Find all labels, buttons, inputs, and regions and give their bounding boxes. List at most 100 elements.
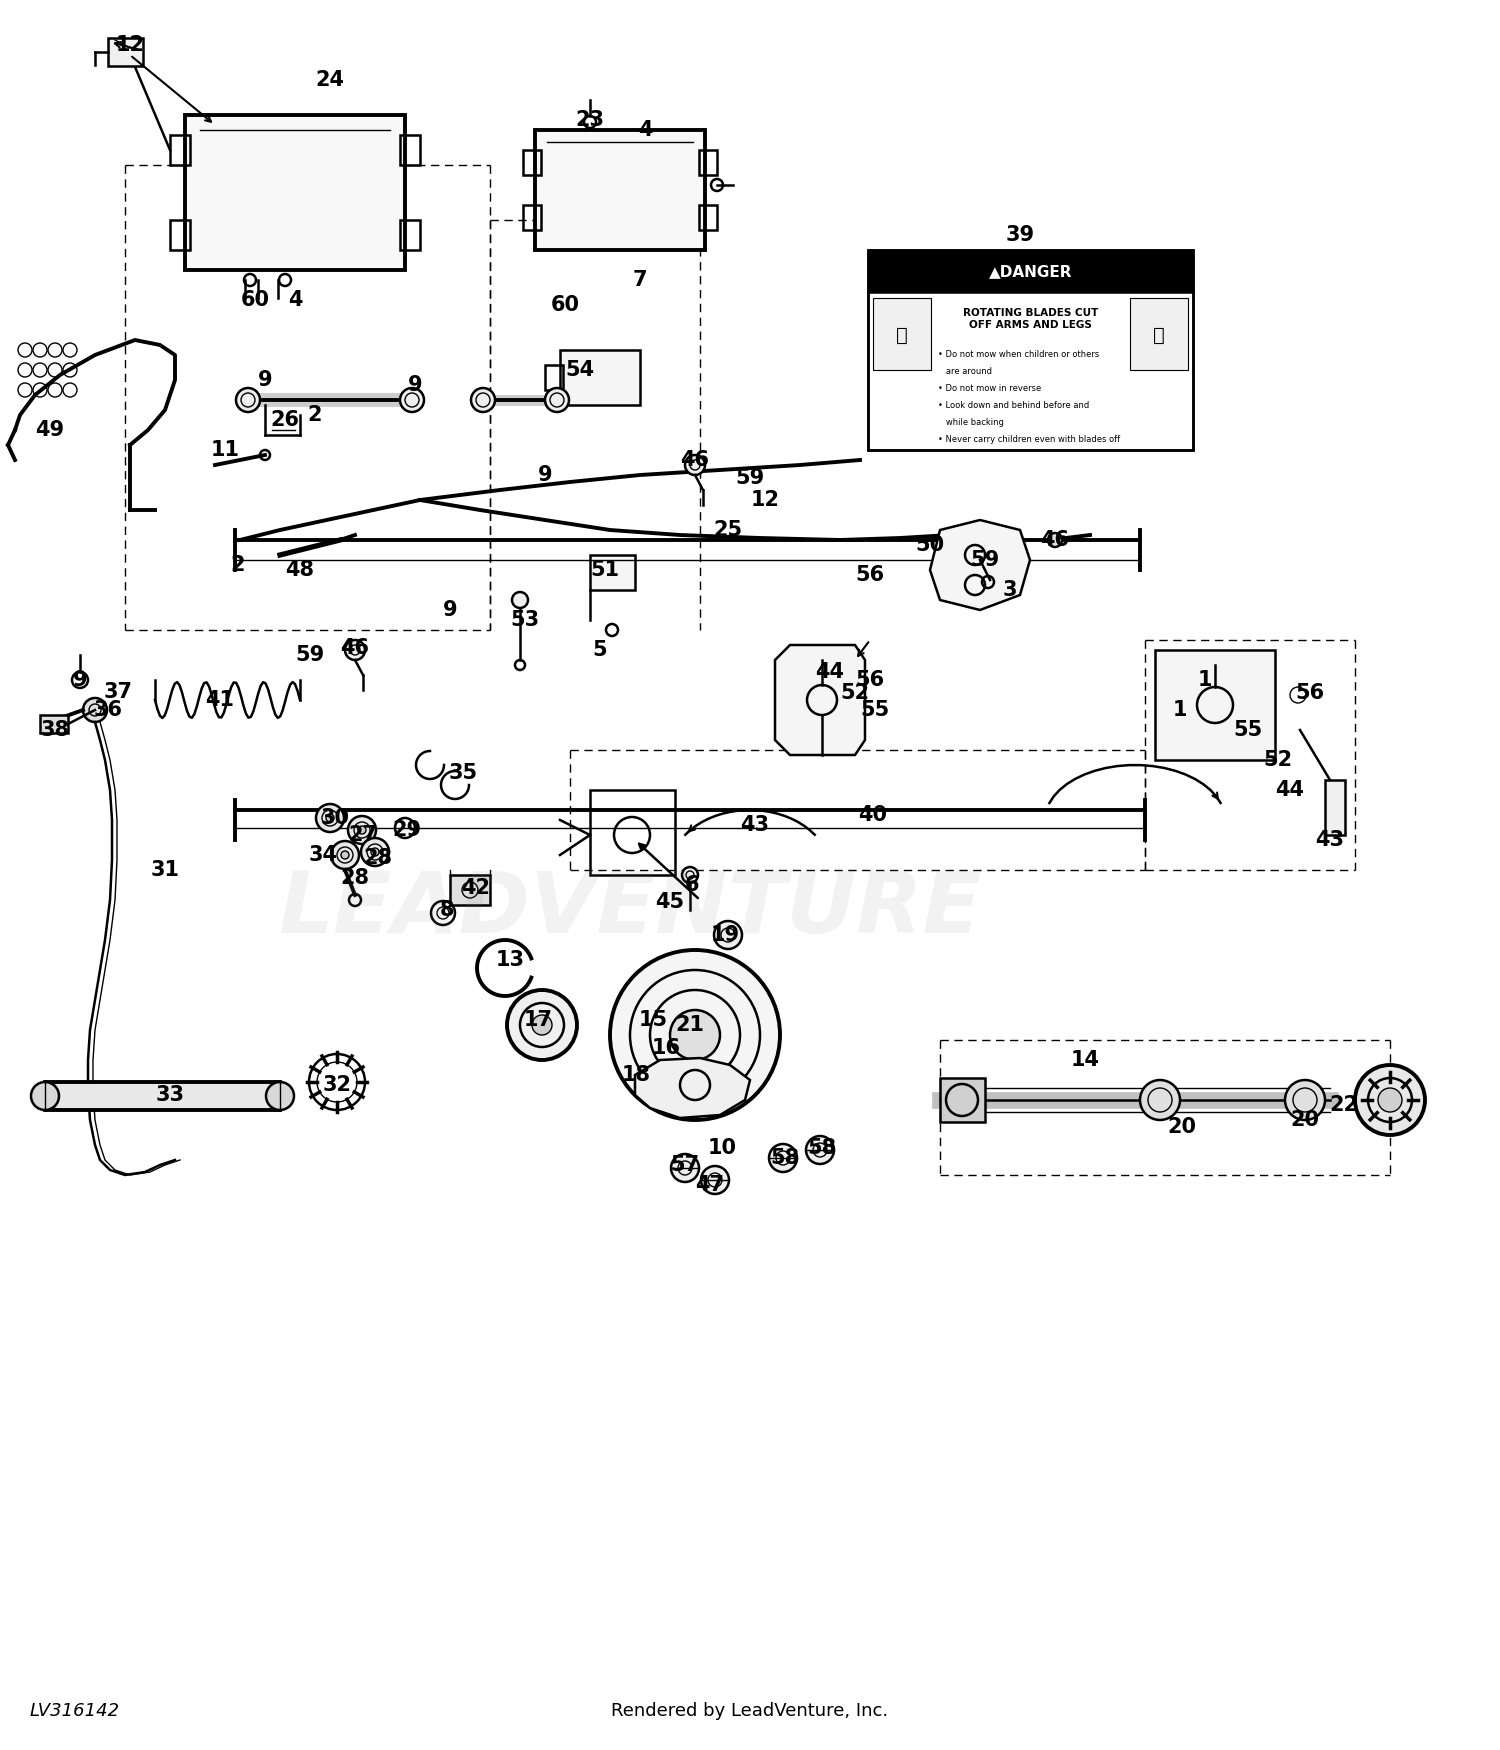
Text: 16: 16 — [651, 1038, 681, 1059]
Circle shape — [806, 1136, 834, 1164]
Text: 58: 58 — [807, 1138, 837, 1158]
Text: • Never carry children even with blades off: • Never carry children even with blades … — [938, 436, 1120, 444]
Circle shape — [471, 388, 495, 411]
Text: 7: 7 — [633, 270, 648, 290]
Circle shape — [700, 1166, 729, 1194]
Text: ▲DANGER: ▲DANGER — [988, 264, 1072, 280]
Text: LV316142: LV316142 — [30, 1703, 120, 1720]
Text: 53: 53 — [510, 611, 540, 630]
Bar — [699, 205, 717, 229]
Bar — [699, 150, 717, 175]
Bar — [1130, 298, 1188, 369]
Text: Rendered by LeadVenture, Inc.: Rendered by LeadVenture, Inc. — [612, 1703, 888, 1720]
Circle shape — [362, 838, 388, 866]
Text: 54: 54 — [566, 360, 594, 380]
Circle shape — [978, 551, 998, 572]
Circle shape — [610, 950, 780, 1120]
Text: • Look down and behind before and: • Look down and behind before and — [938, 401, 1089, 410]
Bar — [590, 555, 634, 590]
Circle shape — [670, 1010, 720, 1060]
Text: 46: 46 — [681, 450, 710, 471]
Bar — [524, 205, 542, 229]
Circle shape — [714, 920, 742, 948]
Text: 34: 34 — [309, 845, 338, 864]
Text: 30: 30 — [321, 808, 350, 828]
Text: 11: 11 — [210, 439, 240, 460]
Polygon shape — [634, 1059, 750, 1118]
Text: are around: are around — [938, 368, 992, 376]
Text: 9: 9 — [408, 374, 423, 396]
Text: 24: 24 — [315, 70, 345, 89]
Text: 31: 31 — [150, 859, 180, 880]
Text: 2: 2 — [308, 404, 322, 425]
Text: 58: 58 — [771, 1148, 800, 1167]
Text: 20: 20 — [1290, 1110, 1320, 1130]
Text: 5: 5 — [592, 640, 608, 660]
Text: 4: 4 — [288, 290, 302, 310]
Bar — [544, 366, 562, 390]
Circle shape — [682, 866, 698, 884]
Text: 51: 51 — [591, 560, 620, 579]
Text: 1: 1 — [1173, 700, 1188, 719]
Text: 14: 14 — [1071, 1050, 1100, 1069]
Text: 33: 33 — [156, 1085, 184, 1104]
Bar — [184, 116, 405, 270]
Text: 52: 52 — [840, 682, 870, 704]
Circle shape — [1378, 1088, 1402, 1111]
Circle shape — [370, 849, 380, 856]
Text: ROTATING BLADES CUT
OFF ARMS AND LEGS: ROTATING BLADES CUT OFF ARMS AND LEGS — [963, 308, 1098, 329]
Text: 19: 19 — [711, 926, 740, 945]
Text: 59: 59 — [296, 646, 324, 665]
Text: 57: 57 — [670, 1155, 699, 1174]
Bar — [940, 1078, 986, 1122]
Text: 47: 47 — [696, 1174, 724, 1195]
Circle shape — [32, 1082, 58, 1110]
Text: 50: 50 — [915, 536, 945, 555]
Text: 38: 38 — [40, 719, 69, 740]
Circle shape — [358, 826, 366, 835]
Text: 56: 56 — [855, 670, 885, 690]
Text: 25: 25 — [714, 520, 742, 541]
Circle shape — [236, 388, 260, 411]
Text: 46: 46 — [340, 639, 369, 658]
Text: 60: 60 — [550, 296, 579, 315]
Text: 21: 21 — [675, 1015, 705, 1034]
Text: 40: 40 — [858, 805, 888, 824]
Text: 18: 18 — [621, 1066, 651, 1085]
Text: 41: 41 — [206, 690, 234, 710]
Text: 26: 26 — [270, 410, 300, 430]
Circle shape — [400, 388, 424, 411]
Text: 1: 1 — [1197, 670, 1212, 690]
Bar — [170, 220, 190, 250]
Circle shape — [686, 455, 705, 474]
Bar — [1155, 649, 1275, 760]
Text: 12: 12 — [116, 35, 144, 54]
Text: 28: 28 — [363, 849, 393, 868]
Circle shape — [332, 842, 358, 870]
Circle shape — [1286, 1080, 1324, 1120]
Circle shape — [1140, 1080, 1180, 1120]
Text: 59: 59 — [735, 467, 765, 488]
Text: 10: 10 — [708, 1138, 736, 1158]
Text: 48: 48 — [285, 560, 315, 579]
Text: 13: 13 — [495, 950, 525, 970]
Circle shape — [1354, 1066, 1425, 1136]
Text: 37: 37 — [104, 682, 132, 702]
Bar — [560, 350, 640, 404]
Circle shape — [340, 850, 350, 859]
Bar — [1324, 780, 1346, 835]
Text: 44: 44 — [816, 662, 844, 682]
Bar — [45, 1082, 280, 1110]
Circle shape — [670, 1153, 699, 1181]
Text: 9: 9 — [72, 670, 87, 690]
Text: • Do not mow when children or others: • Do not mow when children or others — [938, 350, 1100, 359]
Polygon shape — [776, 646, 865, 754]
Circle shape — [82, 698, 106, 723]
Text: 9: 9 — [258, 369, 273, 390]
Text: 42: 42 — [462, 878, 490, 898]
Circle shape — [345, 640, 364, 660]
Circle shape — [1048, 534, 1062, 548]
Text: 🚜: 🚜 — [896, 326, 908, 345]
Text: 35: 35 — [448, 763, 477, 782]
Bar — [400, 220, 420, 250]
